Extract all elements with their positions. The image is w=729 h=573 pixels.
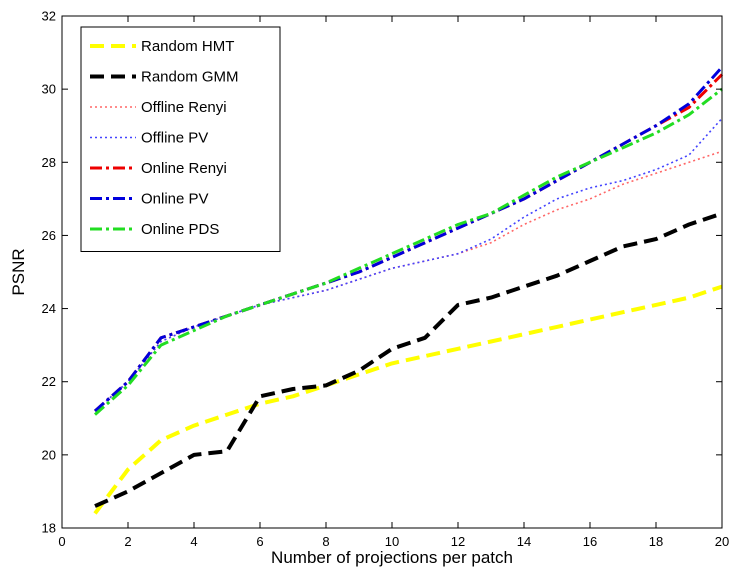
y-tick-label: 24 bbox=[42, 301, 56, 316]
y-tick-label: 32 bbox=[42, 9, 56, 24]
y-axis-label: PSNR bbox=[9, 248, 28, 295]
x-tick-label: 8 bbox=[322, 534, 329, 549]
series-layer bbox=[93, 66, 724, 515]
series-line-7 bbox=[94, 87, 723, 416]
legend-label: Online PV bbox=[141, 191, 209, 208]
x-tick-label: 10 bbox=[385, 534, 399, 549]
legend-box bbox=[80, 26, 281, 252]
legend-label: Random GMM bbox=[141, 69, 239, 86]
x-tick-label: 12 bbox=[451, 534, 465, 549]
x-tick-label: 6 bbox=[256, 534, 263, 549]
x-tick-label: 16 bbox=[583, 534, 597, 549]
x-axis-label: Number of projections per patch bbox=[271, 548, 513, 567]
legend-label: Offline PV bbox=[141, 130, 208, 147]
x-tick-label: 0 bbox=[58, 534, 65, 549]
x-tick-label: 20 bbox=[715, 534, 729, 549]
y-tick-label: 28 bbox=[42, 155, 56, 170]
series-line-6 bbox=[94, 66, 724, 413]
y-tick-label: 26 bbox=[42, 228, 56, 243]
legend-label: Offline Renyi bbox=[141, 99, 227, 116]
x-tick-label: 14 bbox=[517, 534, 531, 549]
legend: Random HMT Random GMM Offline Renyi Offline… bbox=[80, 26, 281, 252]
y-tick-label: 22 bbox=[42, 374, 56, 389]
series-line-4 bbox=[94, 117, 723, 412]
x-tick-label: 18 bbox=[649, 534, 663, 549]
x-tick-label: 4 bbox=[190, 534, 197, 549]
y-tick-label: 30 bbox=[42, 82, 56, 97]
series-line-2 bbox=[94, 211, 723, 508]
series-line-1 bbox=[93, 284, 723, 515]
legend-label: Random HMT bbox=[141, 38, 234, 55]
legend-label: Online Renyi bbox=[141, 160, 227, 177]
y-tick-label: 20 bbox=[42, 447, 56, 462]
x-tick-label: 2 bbox=[124, 534, 131, 549]
legend-label: Online PDS bbox=[141, 221, 219, 238]
y-tick-label: 18 bbox=[42, 521, 56, 536]
